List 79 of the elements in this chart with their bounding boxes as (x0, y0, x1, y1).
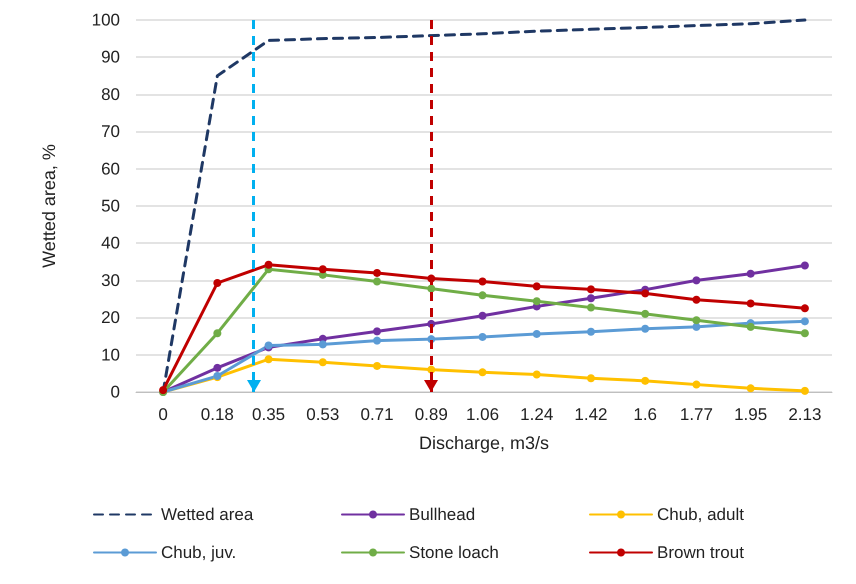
y-tick-label: 10 (101, 345, 120, 364)
y-tick-label: 60 (101, 159, 120, 178)
point (800, 329, 809, 338)
point (746, 322, 755, 331)
point (586, 374, 595, 382)
point (800, 386, 809, 395)
point (478, 291, 486, 300)
point (586, 294, 595, 302)
point (318, 340, 327, 348)
point (692, 276, 700, 284)
point (800, 262, 809, 270)
x-tick-label: 0 (158, 405, 168, 424)
point (532, 297, 541, 306)
x-tick-label: 2.13 (788, 405, 822, 424)
legend-label: Stone loach (409, 543, 499, 562)
point (318, 265, 327, 274)
x-tick-label: 1.95 (734, 405, 768, 424)
point (586, 304, 595, 312)
y-tick-label: 20 (101, 308, 120, 328)
point (692, 380, 700, 389)
point (213, 364, 222, 372)
point (478, 332, 486, 341)
point (641, 289, 650, 298)
point (264, 355, 273, 364)
point (800, 317, 809, 326)
point (478, 368, 486, 376)
y-tick-label: 40 (101, 234, 120, 253)
x-tick-label: 1.06 (466, 405, 500, 424)
y-tick-label: 90 (101, 48, 120, 67)
point (746, 270, 755, 278)
point (746, 384, 755, 392)
y-tick-label: 30 (101, 270, 120, 290)
point (641, 376, 650, 385)
x-tick-label: 0.35 (252, 405, 286, 424)
point (586, 328, 595, 336)
y-tick-label: 70 (101, 122, 120, 142)
point (373, 336, 382, 345)
point (692, 322, 700, 331)
point (427, 366, 436, 374)
y-tick-label: 80 (101, 84, 120, 104)
point (641, 324, 650, 333)
point (373, 278, 382, 286)
point (373, 362, 382, 370)
y-axis-title: Wetted area, % (39, 144, 59, 268)
y-tick-label: 50 (101, 196, 120, 216)
x-axis-title: Discharge, m3/s (418, 433, 550, 453)
legend-label: Chub, juv. (161, 543, 236, 562)
point (746, 299, 755, 308)
x-tick-label: 1.77 (680, 405, 713, 424)
point (318, 358, 327, 366)
point (641, 310, 650, 318)
point (532, 282, 541, 290)
point (800, 304, 809, 312)
y-tick-label: 100 (92, 10, 120, 30)
x-tick-label: 0.18 (200, 405, 234, 424)
legend-label: Chub, adult (657, 505, 744, 524)
point (373, 327, 382, 336)
x-tick-label: 1.6 (633, 405, 658, 424)
legend-label: Brown trout (657, 543, 744, 562)
point (586, 285, 595, 294)
y-tick-label: 0 (110, 382, 120, 402)
point (692, 296, 700, 304)
point (373, 268, 382, 277)
point (427, 284, 436, 293)
point (478, 278, 486, 286)
x-tick-label: 1.42 (574, 405, 608, 424)
point (478, 312, 486, 320)
point (264, 260, 273, 269)
x-tick-label: 0.53 (306, 405, 340, 424)
x-tick-label: 0.71 (360, 405, 394, 424)
point (532, 370, 541, 379)
point (692, 316, 700, 324)
point (213, 279, 222, 287)
x-tick-label: 1.24 (520, 405, 554, 424)
point (213, 329, 222, 338)
x-tick-label: 0.89 (414, 405, 448, 424)
point (532, 330, 541, 338)
legend-label: Bullhead (409, 505, 476, 524)
legend-label: Wetted area (161, 505, 254, 524)
